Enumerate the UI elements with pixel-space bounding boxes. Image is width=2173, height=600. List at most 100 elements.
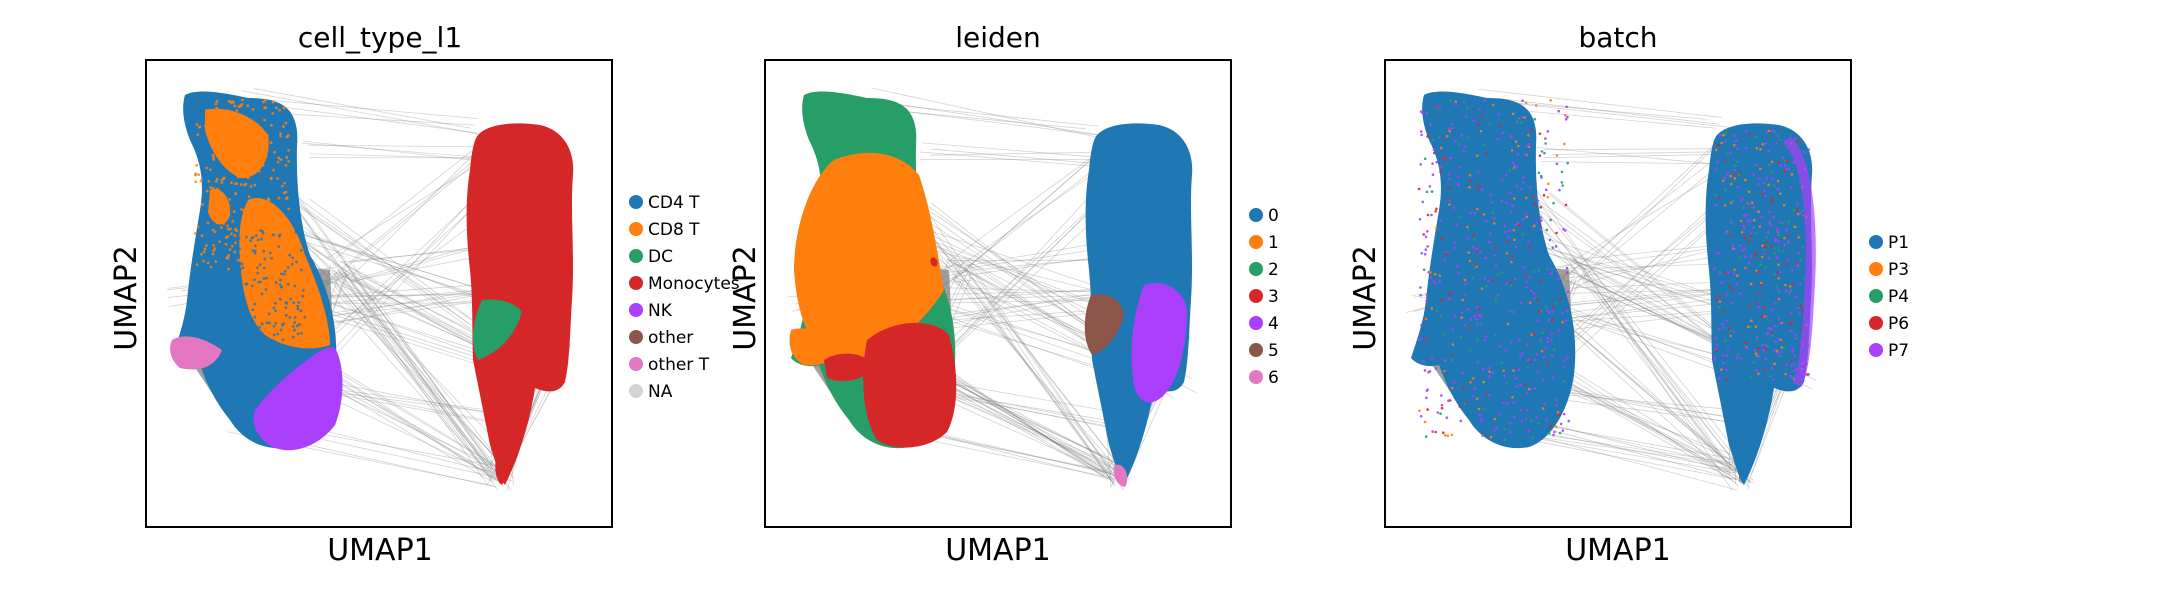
cell-point [1770, 366, 1774, 370]
cell-point [1420, 323, 1423, 327]
cluster-region [930, 257, 938, 267]
cell-point [204, 244, 208, 247]
legend-marker [629, 276, 643, 290]
cluster-shapes-group [170, 91, 574, 486]
cell-point [1740, 249, 1744, 253]
cell-point [1770, 333, 1774, 337]
legend-item: DC [629, 247, 673, 267]
cell-point [296, 304, 300, 308]
cell-point [301, 294, 305, 298]
cell-point [1550, 354, 1554, 357]
paga-edge [288, 199, 474, 327]
panel-title: leiden [955, 21, 1041, 54]
cell-point [1468, 186, 1471, 189]
cell-point [1545, 228, 1549, 232]
cell-point [293, 321, 297, 324]
cell-point [261, 257, 265, 261]
cell-point [1524, 101, 1528, 105]
cell-point [1558, 188, 1561, 192]
cell-point [1440, 403, 1444, 407]
cell-point [1758, 225, 1762, 228]
paga-edge [1551, 207, 1720, 359]
cell-point [1718, 251, 1721, 255]
cell-point [295, 260, 298, 264]
cell-point [225, 109, 229, 113]
cell-point [1564, 229, 1567, 232]
cell-point [214, 102, 218, 106]
cluster-region [789, 328, 840, 366]
cell-point [1526, 391, 1529, 395]
paga-edge [318, 391, 501, 479]
cell-point [1553, 430, 1556, 434]
cell-point [211, 228, 215, 232]
cell-point [1511, 310, 1515, 314]
cell-point [235, 182, 239, 186]
cell-point [1480, 115, 1484, 119]
cell-point [284, 313, 288, 317]
cell-point [212, 157, 215, 161]
cell-point [1463, 278, 1467, 282]
cell-point [236, 324, 240, 328]
cell-point [261, 163, 265, 167]
cell-point [1431, 162, 1434, 165]
cell-point [193, 232, 197, 235]
cell-point [1714, 347, 1717, 351]
cell-point [1438, 136, 1441, 139]
cell-point [1523, 116, 1526, 119]
paga-edge [1570, 145, 1732, 272]
cell-point [1731, 199, 1735, 202]
cell-point [250, 330, 254, 334]
cell-point [256, 260, 260, 264]
cell-point [216, 149, 219, 152]
paga-edge [259, 111, 476, 126]
cell-point [1763, 248, 1766, 252]
cell-point [1777, 337, 1781, 341]
cell-point [277, 245, 281, 249]
cell-point [1499, 124, 1503, 128]
cell-point [1555, 154, 1559, 157]
cell-point [1471, 276, 1475, 280]
cell-point [1427, 370, 1430, 374]
legend: 0 1 2 3 4 5 6 [1249, 206, 1279, 388]
cell-point [1419, 294, 1422, 297]
cell-point [212, 243, 215, 247]
cell-point [241, 266, 245, 270]
cell-point [1533, 358, 1537, 362]
cell-point [195, 263, 199, 267]
cell-point [1459, 335, 1463, 339]
cell-point [1732, 330, 1736, 334]
cell-point [1783, 164, 1787, 167]
cell-point [1777, 138, 1781, 141]
cell-point [1523, 153, 1527, 157]
cell-point [1484, 284, 1488, 288]
cell-point [1565, 271, 1569, 274]
cell-point [287, 207, 291, 211]
cell-point [1478, 184, 1481, 187]
cell-point [1724, 132, 1728, 135]
paga-edge [350, 141, 486, 278]
cell-point [235, 109, 239, 113]
cell-point [1431, 173, 1435, 177]
cell-point [1776, 228, 1779, 231]
cell-point [1429, 123, 1432, 126]
cell-point [1469, 179, 1473, 183]
cell-point [1745, 346, 1749, 349]
legend-marker [1249, 289, 1263, 303]
cell-point [1457, 142, 1461, 146]
cell-point [1552, 348, 1556, 352]
cell-point [231, 219, 235, 223]
cell-point [1770, 331, 1773, 334]
cell-point [215, 177, 219, 181]
cell-point [298, 323, 301, 326]
panel-cell-type: cell_type_l1 UMAP1 UMAP2 CD4 T CD8 T DC Mon… [109, 21, 740, 568]
cell-point [1510, 254, 1514, 258]
cell-point [251, 235, 255, 239]
cell-point [240, 173, 243, 177]
paga-edge [321, 366, 496, 481]
cell-point [1465, 400, 1468, 404]
cell-point [1539, 216, 1542, 219]
cell-point [1557, 109, 1561, 113]
cell-point [278, 233, 282, 237]
cell-point [1796, 202, 1799, 205]
cell-point [1739, 356, 1742, 360]
